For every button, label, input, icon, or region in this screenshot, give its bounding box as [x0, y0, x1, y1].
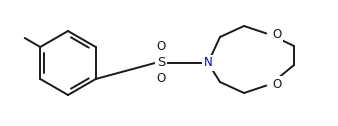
- Text: O: O: [156, 72, 166, 86]
- Text: O: O: [156, 40, 166, 54]
- Text: S: S: [157, 56, 165, 70]
- Text: N: N: [203, 56, 212, 70]
- Text: O: O: [272, 77, 281, 90]
- Text: O: O: [272, 28, 281, 41]
